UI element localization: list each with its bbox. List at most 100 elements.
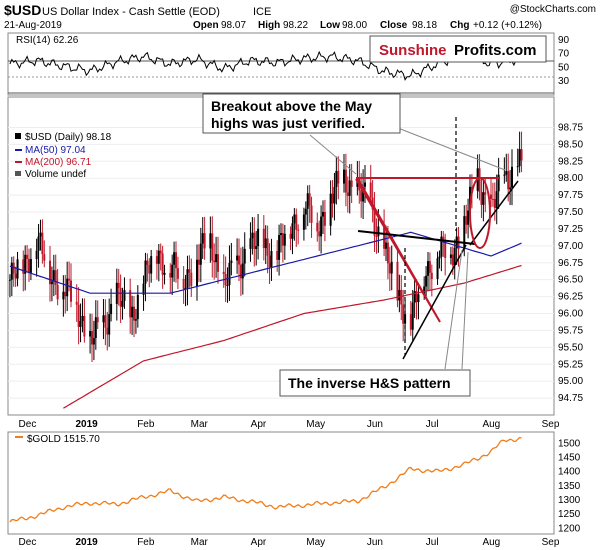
candle-body xyxy=(444,239,447,258)
credit-text: @StockCharts.com xyxy=(510,4,596,15)
x-axis-bottom: Dec 2019 Feb Mar Apr May Jun Jul Aug Sep xyxy=(19,537,560,548)
price-tick-label: 95.25 xyxy=(558,359,583,370)
candle-body xyxy=(29,259,32,273)
candle-body xyxy=(442,236,445,240)
breakout-callout-box xyxy=(202,93,401,134)
candle-body xyxy=(280,233,282,236)
candle-body xyxy=(79,321,82,327)
gold-tick-label: 1450 xyxy=(558,453,581,464)
price-tick-label: 97.50 xyxy=(558,207,583,218)
price-legend: $USD (Daily) 98.18 MA(50) 97.04 MA(200) … xyxy=(15,132,112,180)
x-tick-label: Jul xyxy=(426,419,439,430)
candle-body xyxy=(37,236,40,251)
x-tick-label: Dec xyxy=(19,537,37,548)
candle-body xyxy=(96,317,99,323)
close-value: 98.18 xyxy=(412,20,437,31)
candle-body xyxy=(163,272,166,275)
candle-body xyxy=(228,262,231,285)
candle-body xyxy=(56,284,59,300)
candle-body xyxy=(306,193,309,209)
gold-tick-label: 1500 xyxy=(558,438,581,449)
candle-body xyxy=(428,261,431,273)
candle-body xyxy=(297,229,300,231)
candle-body xyxy=(423,286,426,295)
candle-body xyxy=(283,233,286,246)
price-tick-label: 95.75 xyxy=(558,325,583,336)
candle-body xyxy=(148,264,151,274)
candle-body xyxy=(66,278,69,297)
candle-body xyxy=(251,232,254,239)
candle-body xyxy=(238,255,240,265)
candle-body xyxy=(308,193,311,206)
candle-body xyxy=(383,226,386,249)
candle-body xyxy=(413,291,416,303)
high-label: High xyxy=(258,20,280,31)
x-tick-label: Dec xyxy=(19,419,37,430)
candles xyxy=(8,131,523,362)
candle-body xyxy=(108,314,111,335)
high-value: 98.22 xyxy=(283,20,308,31)
x-tick-label: May xyxy=(306,537,325,548)
candle-body xyxy=(173,252,176,265)
candle-body xyxy=(331,193,334,204)
candle-body xyxy=(511,166,513,188)
candle-body xyxy=(213,260,216,263)
chg-value: +0.12 (+0.12%) xyxy=(473,20,542,31)
candle-body xyxy=(54,270,57,285)
candle-body xyxy=(438,256,441,259)
candle-body xyxy=(430,272,433,279)
x-tick-label: May xyxy=(306,419,325,430)
x-tick-label: Apr xyxy=(251,419,267,430)
candle-body xyxy=(131,306,134,318)
annotation-lines xyxy=(309,117,519,370)
candle-body xyxy=(182,278,185,289)
candle-body xyxy=(400,289,403,305)
candle-body xyxy=(316,222,319,232)
candle-body xyxy=(291,223,294,239)
hs-callout-box xyxy=(279,369,471,397)
price-tick-label: 96.00 xyxy=(558,309,583,320)
candle-body xyxy=(77,304,80,327)
rising-support-1 xyxy=(402,244,467,360)
symbol-exchange: ICE xyxy=(253,6,271,18)
candle-body xyxy=(239,264,242,279)
candle-body xyxy=(35,250,38,260)
candle-body xyxy=(451,254,454,266)
legend-volume-swatch xyxy=(15,171,21,176)
candle-body xyxy=(169,272,172,278)
candle-body xyxy=(482,192,485,205)
candle-body xyxy=(129,290,132,318)
candle-body xyxy=(386,242,389,264)
candle-body xyxy=(396,261,399,301)
x-tick-label: Jul xyxy=(426,537,439,548)
candle-body xyxy=(346,192,349,196)
candle-body xyxy=(102,315,105,323)
x-tick-label: Sep xyxy=(542,419,560,430)
rsi-axis: 90 70 50 30 xyxy=(558,35,570,87)
date-text: 21-Aug-2019 xyxy=(4,20,62,31)
hs-callout-text: The inverse H&S pattern xyxy=(288,375,451,391)
candle-body xyxy=(136,294,139,320)
candle-body xyxy=(75,301,78,305)
candle-body xyxy=(257,228,260,247)
candle-body xyxy=(329,193,332,226)
candle-body xyxy=(142,283,145,295)
candle-body xyxy=(10,262,13,280)
candle-body xyxy=(268,255,271,268)
candle-body xyxy=(217,254,219,272)
candle-body xyxy=(281,233,284,246)
candle-body xyxy=(320,216,323,237)
rsi-line xyxy=(9,49,522,81)
x-axis-middle: Dec 2019 Feb Mar Apr May Jun Jul Aug Sep xyxy=(19,419,560,430)
candle-body xyxy=(507,171,510,190)
candle-body xyxy=(144,260,147,284)
candle-body xyxy=(199,243,202,265)
x-tick-label: 2019 xyxy=(76,419,99,430)
candle-body xyxy=(509,187,512,190)
candle-body xyxy=(375,235,378,237)
legend-volume: Volume undef xyxy=(25,169,86,180)
price-tick-label: 98.25 xyxy=(558,156,583,167)
logo-box xyxy=(369,35,547,63)
gold-line xyxy=(9,436,522,523)
candle-body xyxy=(467,210,470,225)
